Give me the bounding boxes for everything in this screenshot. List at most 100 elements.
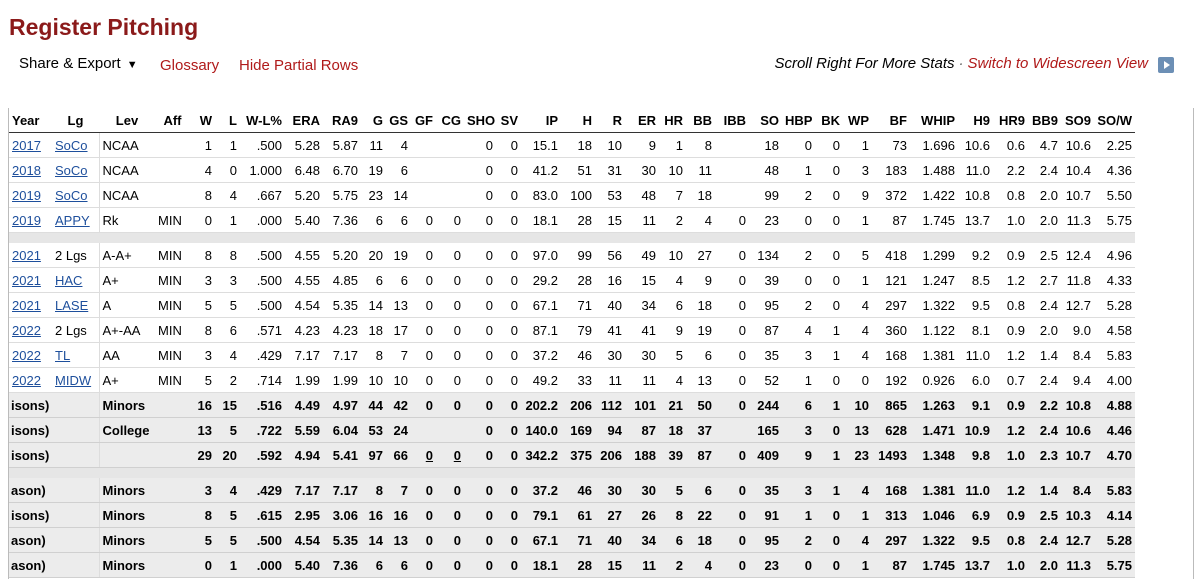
col-header-gs[interactable]: GS [386, 108, 411, 133]
cell-bk: 1 [815, 317, 843, 343]
cell-r: 15 [595, 207, 625, 233]
col-header-ip[interactable]: IP [521, 108, 561, 133]
col-header-sho[interactable]: SHO [464, 108, 496, 133]
summary-cell-gs: 6 [386, 552, 411, 578]
col-header-hr9[interactable]: HR9 [993, 108, 1028, 133]
col-header-bf[interactable]: BF [872, 108, 910, 133]
summary-cell-l: 5 [215, 417, 240, 443]
league-link[interactable]: SoCo [55, 187, 88, 203]
stats-table-scroll[interactable]: Year Lg Lev Aff W L W-L% ERA RA9 G GS GF CG SHO SV IP H R… [8, 108, 1194, 579]
col-header-whip[interactable]: WHIP [910, 108, 958, 133]
summary-cell-bk: 0 [815, 502, 843, 528]
league-link[interactable]: MIDW [55, 372, 92, 388]
glossary-link[interactable]: Glossary [160, 57, 220, 74]
league-link[interactable]: HAC [55, 272, 83, 288]
widescreen-link[interactable]: Switch to Widescreen View [967, 55, 1149, 72]
league-link[interactable]: SoCo [55, 162, 88, 178]
col-header-bk[interactable]: BK [815, 108, 843, 133]
widescreen-arrow-icon[interactable] [1158, 57, 1174, 73]
cell-bk: 0 [815, 292, 843, 318]
cell-wp: 0 [843, 367, 872, 393]
col-header-so[interactable]: SO [749, 108, 782, 133]
col-header-w[interactable]: W [190, 108, 215, 133]
col-header-hbp[interactable]: HBP [782, 108, 815, 133]
col-header-cg[interactable]: CG [436, 108, 464, 133]
league-link[interactable]: TL [55, 347, 71, 363]
league-link[interactable]: LASE [55, 297, 89, 313]
summary-cell-ibb: 0 [715, 502, 749, 528]
year-link[interactable]: 2022 [12, 372, 41, 388]
cell-g: 10 [361, 367, 386, 393]
year-link[interactable]: 2019 [12, 212, 41, 228]
cell-lev: A+-AA [98, 317, 155, 343]
year-link[interactable]: 2021 [12, 297, 41, 313]
col-header-bb[interactable]: BB [686, 108, 715, 133]
cell-bf: 87 [872, 207, 910, 233]
summary-cell-h9: 11.0 [958, 478, 993, 503]
cell-sho: 0 [464, 292, 496, 318]
year-link[interactable]: 2017 [12, 137, 41, 153]
col-header-h9[interactable]: H9 [958, 108, 993, 133]
col-header-r[interactable]: R [595, 108, 625, 133]
col-header-sv[interactable]: SV [496, 108, 521, 133]
cell-hbp: 3 [782, 342, 815, 368]
year-link[interactable]: 2022 [12, 322, 41, 338]
summary-cell-l: 15 [215, 392, 240, 418]
share-export-menu[interactable]: Share & Export ▼ [19, 55, 138, 72]
year-link[interactable]: 2019 [12, 187, 41, 203]
pitching-stats-table: Year Lg Lev Aff W L W-L% ERA RA9 G GS GF CG SHO SV IP H R… [9, 108, 1135, 578]
summary-cell-r: 27 [595, 502, 625, 528]
col-header-ra9[interactable]: RA9 [323, 108, 361, 133]
cell-whip: 1.422 [910, 182, 958, 208]
summary-cell-ip: 18.1 [521, 552, 561, 578]
col-header-year[interactable]: Year [9, 108, 52, 133]
table-row: 2017 SoCo NCAA 1 1.500 5.28 5.87 11 4 0 0 15.1 18 10 9… [9, 132, 1135, 158]
cell-aff [155, 182, 190, 208]
cell-whip: 1.381 [910, 342, 958, 368]
summary-cell-whip: 1.263 [910, 392, 958, 418]
year-link[interactable]: 2022 [12, 347, 41, 363]
cell-sv: 0 [496, 182, 521, 208]
cell-ra9: 5.20 [323, 243, 361, 268]
cell-h9: 10.8 [958, 182, 993, 208]
league-link[interactable]: APPY [55, 212, 90, 228]
summary-cell-w: 29 [190, 442, 215, 468]
col-header-g[interactable]: G [361, 108, 386, 133]
hide-partial-rows-link[interactable]: Hide Partial Rows [239, 57, 359, 74]
col-header-era[interactable]: ERA [285, 108, 323, 133]
summary-cell-bf: 313 [872, 502, 910, 528]
col-header-h[interactable]: H [561, 108, 595, 133]
col-header-lg[interactable]: Lg [52, 108, 99, 133]
cell-gf: 0 [411, 243, 436, 268]
col-header-gf[interactable]: GF [411, 108, 436, 133]
col-header-so-w[interactable]: SO/W [1094, 108, 1135, 133]
cell-so9: 12.4 [1061, 243, 1094, 268]
col-header-wp[interactable]: WP [843, 108, 872, 133]
year-link[interactable]: 2018 [12, 162, 41, 178]
summary-label: ason) [9, 478, 99, 503]
cell-whip: 1.247 [910, 267, 958, 293]
col-header-ibb[interactable]: IBB [715, 108, 749, 133]
year-link[interactable]: 2021 [12, 272, 41, 288]
cell-er: 48 [625, 182, 659, 208]
summary-cell-w-l: .516 [240, 392, 285, 418]
cell-aff: MIN [155, 317, 190, 343]
cell-bf: 360 [872, 317, 910, 343]
cell-h9: 13.7 [958, 207, 993, 233]
cell-so9: 12.7 [1061, 292, 1094, 318]
league-link[interactable]: SoCo [55, 137, 88, 153]
year-link[interactable]: 2021 [12, 247, 41, 263]
col-header-bb9[interactable]: BB9 [1028, 108, 1061, 133]
cell-hbp: 4 [782, 317, 815, 343]
col-header-hr[interactable]: HR [659, 108, 686, 133]
summary-cell-so-w: 5.83 [1094, 478, 1135, 503]
col-header-so9[interactable]: SO9 [1061, 108, 1094, 133]
cell-gs: 13 [386, 292, 411, 318]
cell-so: 23 [749, 207, 782, 233]
col-header-aff[interactable]: Aff [155, 108, 190, 133]
col-header-l[interactable]: L [215, 108, 240, 133]
cell-sho: 0 [464, 132, 496, 158]
col-header-er[interactable]: ER [625, 108, 659, 133]
col-header-lev[interactable]: Lev [99, 108, 155, 133]
col-header-w-l[interactable]: W-L% [240, 108, 285, 133]
